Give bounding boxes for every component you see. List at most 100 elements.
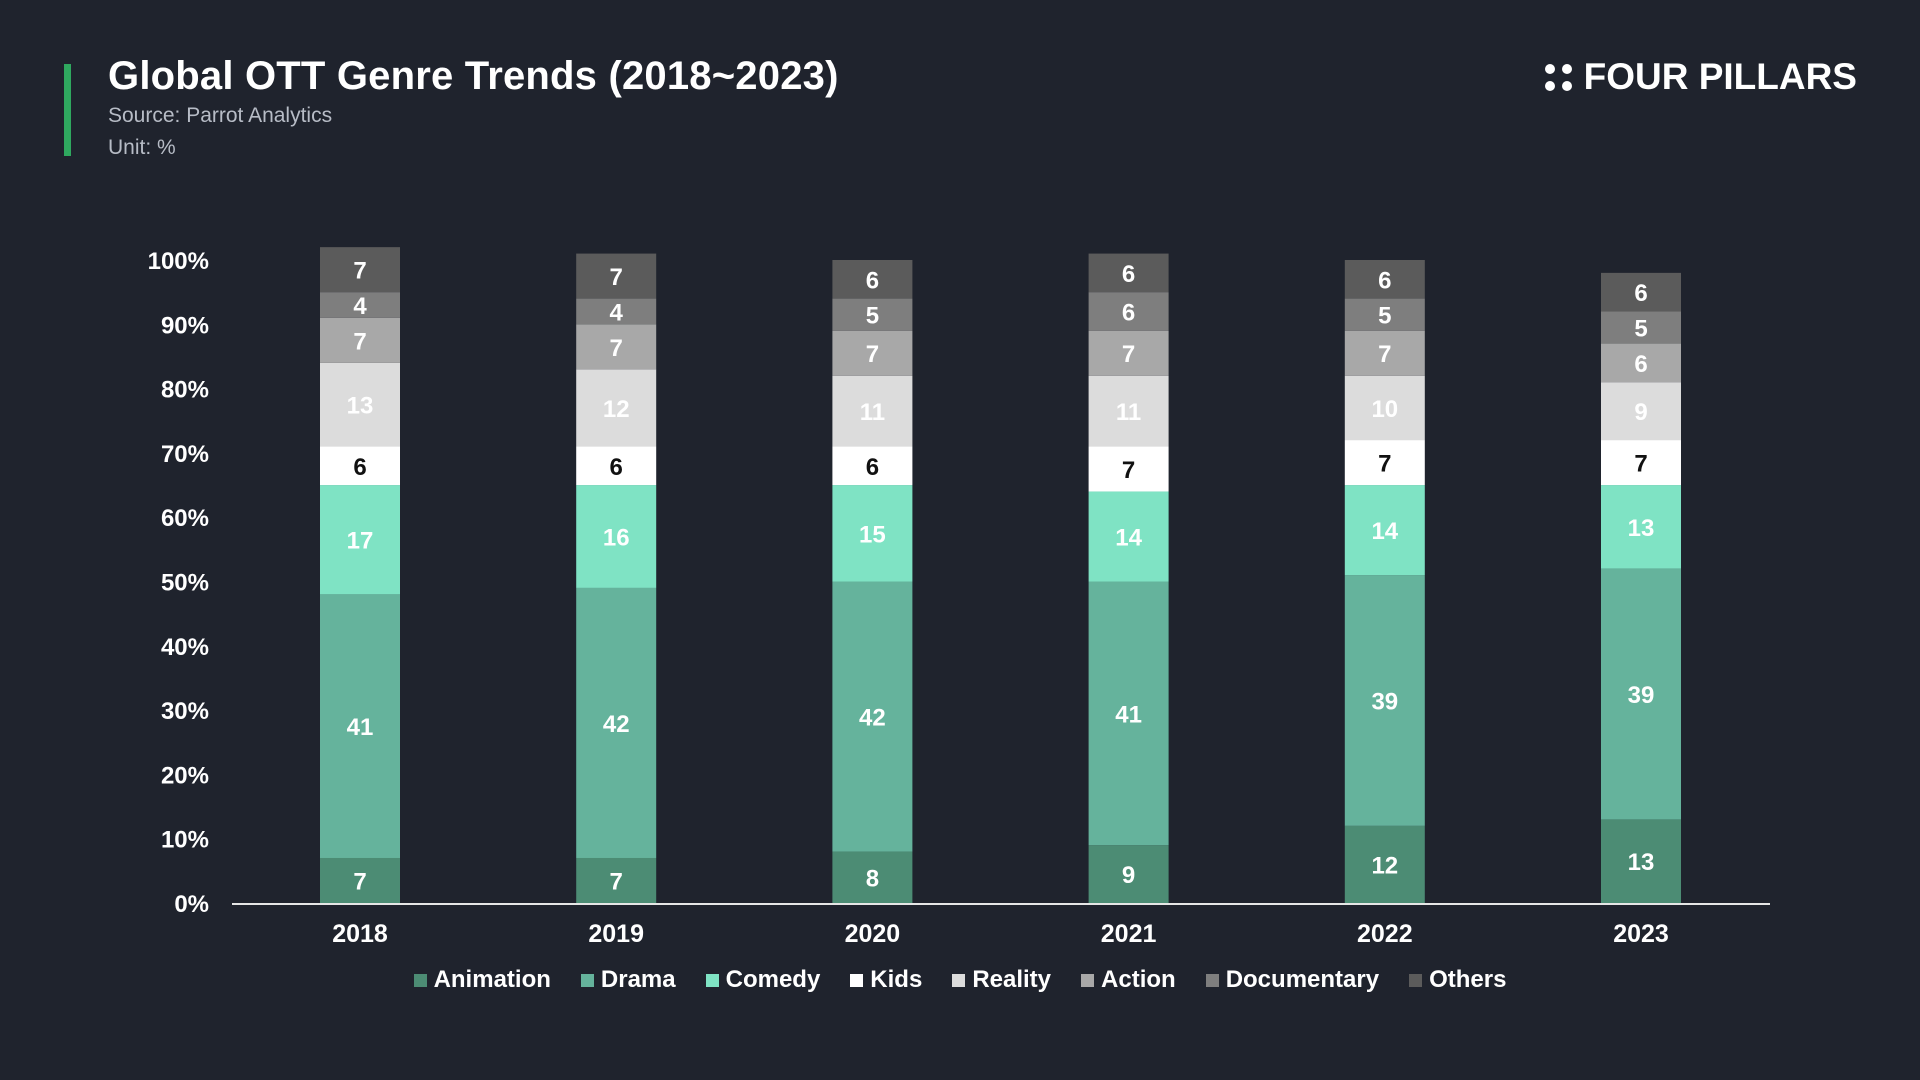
data-label: 16 xyxy=(603,524,630,551)
data-label: 42 xyxy=(859,705,886,732)
bar-segment xyxy=(576,446,657,486)
bar-segment xyxy=(1344,330,1425,376)
brand-logo: FOUR PILLARS xyxy=(1544,56,1857,98)
bar-segment xyxy=(1088,375,1169,447)
y-tick-label: 90% xyxy=(161,312,209,339)
bar-segment xyxy=(832,260,913,299)
data-label: 6 xyxy=(1122,261,1135,288)
bar-segment xyxy=(320,317,400,363)
data-label: 6 xyxy=(610,454,623,481)
legend-swatch xyxy=(1409,973,1423,987)
legend-swatch xyxy=(1205,973,1219,987)
bar-segment xyxy=(1601,485,1681,569)
y-tick-label: 40% xyxy=(161,634,209,661)
y-tick-label: 30% xyxy=(161,698,209,725)
data-label: 7 xyxy=(610,868,623,895)
y-tick-label: 20% xyxy=(161,762,209,789)
legend-item: Kids xyxy=(850,966,922,994)
data-label: 7 xyxy=(1378,451,1391,478)
source-note: Source: Parrot Analytics xyxy=(108,104,333,127)
chart-legend: Animation Drama Comedy Kids Reality Action Doc… xyxy=(0,966,1920,994)
data-label: 7 xyxy=(1122,341,1135,368)
bar-segment xyxy=(1601,819,1681,903)
bar-segment xyxy=(1088,292,1169,331)
bar-segment xyxy=(320,446,400,486)
x-tick-label: 2019 xyxy=(588,920,644,948)
bar-segment xyxy=(576,253,657,299)
data-label: 6 xyxy=(1378,267,1391,294)
bar-segment xyxy=(1088,491,1169,582)
data-label: 7 xyxy=(1634,451,1647,478)
unit-note: Unit: % xyxy=(108,136,176,159)
bar-segment xyxy=(1344,298,1425,331)
bar-segment xyxy=(832,485,913,582)
bar-segment xyxy=(576,369,657,447)
bar-segment xyxy=(320,292,400,318)
bar-segment xyxy=(1601,382,1681,441)
bar-segment xyxy=(576,298,657,325)
data-label: 5 xyxy=(866,303,879,330)
data-label: 39 xyxy=(1628,682,1655,709)
bar-segment xyxy=(1088,581,1169,846)
x-tick-label: 2020 xyxy=(845,920,901,948)
bar-segment xyxy=(576,857,657,903)
x-tick-label: 2021 xyxy=(1101,920,1157,948)
data-label: 4 xyxy=(610,299,624,326)
data-label: 7 xyxy=(353,328,366,355)
legend-label: Comedy xyxy=(725,966,821,993)
bar-segment xyxy=(1344,375,1425,441)
bar-segment xyxy=(832,581,913,852)
bar-segment xyxy=(832,375,913,447)
legend-item: Others xyxy=(1409,966,1506,994)
data-label: 6 xyxy=(866,267,879,294)
data-label: 7 xyxy=(353,868,366,895)
data-label: 11 xyxy=(860,399,885,426)
data-label: 9 xyxy=(1122,862,1135,889)
data-label: 12 xyxy=(1371,852,1398,879)
data-label: 11 xyxy=(1116,399,1141,426)
bar-segment xyxy=(1344,440,1425,486)
data-label: 6 xyxy=(1634,280,1647,307)
legend-label: Drama xyxy=(600,966,676,993)
bar-segment xyxy=(320,857,400,903)
data-label: 39 xyxy=(1371,688,1398,715)
bar-segment xyxy=(1088,845,1169,903)
legend-label: Action xyxy=(1101,966,1176,993)
y-tick-label: 70% xyxy=(161,441,209,468)
bar-segment xyxy=(1601,568,1681,820)
data-label: 13 xyxy=(1628,849,1655,876)
data-label: 7 xyxy=(1122,457,1135,484)
bar-segment xyxy=(1344,825,1425,903)
data-label: 13 xyxy=(1628,515,1655,542)
data-label: 6 xyxy=(1634,351,1647,378)
data-label: 5 xyxy=(1634,316,1647,343)
data-label: 8 xyxy=(866,865,879,892)
title-accent-bar xyxy=(64,64,71,156)
legend-swatch xyxy=(850,973,864,987)
bar-segment xyxy=(320,594,400,858)
bar-segment xyxy=(1088,446,1169,492)
legend-item: Drama xyxy=(580,966,676,994)
bar-segment xyxy=(1601,272,1681,312)
bar-segment xyxy=(320,485,400,595)
data-label: 41 xyxy=(347,714,374,741)
bar-segment xyxy=(1344,575,1425,826)
data-label: 42 xyxy=(603,711,630,738)
legend-item: Reality xyxy=(952,966,1051,994)
brand-name: FOUR PILLARS xyxy=(1583,56,1857,97)
y-tick-label: 10% xyxy=(161,827,209,854)
bar-segment xyxy=(1088,253,1169,293)
data-label: 7 xyxy=(1378,341,1391,368)
legend-swatch xyxy=(1081,973,1095,987)
data-label: 14 xyxy=(1115,524,1142,551)
y-tick-label: 100% xyxy=(148,248,209,275)
data-label: 6 xyxy=(1122,299,1135,326)
data-label: 10 xyxy=(1371,396,1398,423)
legend-swatch xyxy=(705,973,719,987)
bar-segment xyxy=(576,485,657,588)
bar-segment xyxy=(576,324,657,370)
bar-segment xyxy=(576,587,657,858)
bar-segment xyxy=(1088,330,1169,376)
legend-label: Animation xyxy=(433,966,551,993)
legend-item: Action xyxy=(1081,966,1176,994)
